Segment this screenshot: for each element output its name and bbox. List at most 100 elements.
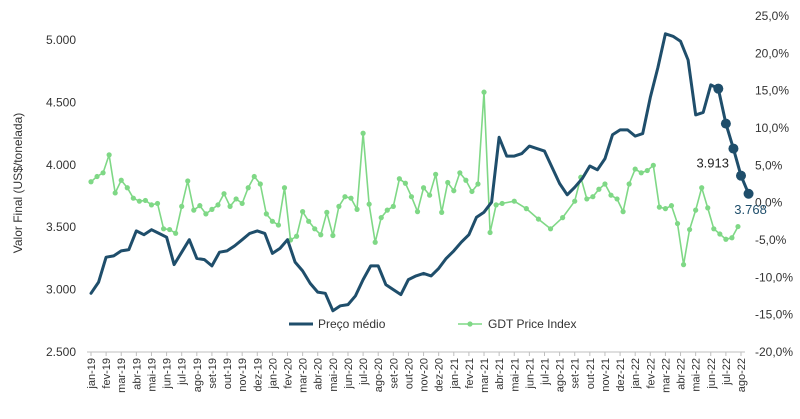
- data-point-gdt-price-index: [354, 206, 360, 212]
- data-point-gdt-price-index: [306, 218, 312, 224]
- data-point-gdt-price-index: [191, 207, 197, 213]
- data-point-gdt-price-index: [185, 178, 191, 184]
- x-tick-label: jul-19: [177, 358, 189, 386]
- data-point-gdt-price-index: [620, 209, 626, 215]
- data-point-gdt-price-index: [735, 223, 741, 230]
- y-tick-label-left: 3.000: [46, 283, 76, 297]
- x-tick-label: mai-21: [509, 358, 521, 392]
- data-point-gdt-price-index: [160, 226, 167, 232]
- x-tick-label: jul-21: [539, 358, 551, 386]
- x-tick-label: mar-22: [660, 358, 672, 393]
- data-point-gdt-price-index: [511, 198, 517, 204]
- data-point-gdt-price-index: [203, 211, 209, 217]
- x-tick-label: out-19: [222, 358, 234, 389]
- x-tick-label: jun-22: [706, 358, 718, 390]
- data-point-gdt-price-index: [360, 130, 366, 136]
- data-point-gdt-price-index: [300, 209, 306, 215]
- x-tick-label: jan-21: [449, 358, 461, 390]
- data-point-gdt-price-index: [608, 192, 614, 198]
- data-point-gdt-price-index: [257, 181, 263, 187]
- series-layer: [88, 32, 754, 313]
- data-point-gdt-price-index: [729, 235, 735, 241]
- x-tick-label: dez-20: [434, 358, 446, 392]
- annotation-value: 3.768: [734, 202, 767, 217]
- x-tick-label: jan-19: [86, 358, 98, 390]
- data-point-gdt-price-index: [215, 202, 221, 208]
- data-point-gdt-price-index: [584, 196, 590, 202]
- x-tick-label: fev-22: [645, 358, 657, 389]
- data-point-gdt-price-index: [427, 192, 433, 198]
- data-point-gdt-price-index: [154, 200, 161, 207]
- y-tick-label-right: 25,0%: [755, 9, 789, 23]
- data-point-gdt-price-index: [523, 206, 529, 212]
- data-point-gdt-price-index: [209, 206, 215, 212]
- data-point-gdt-price-index: [221, 191, 227, 197]
- x-tick-label: set-19: [207, 358, 219, 389]
- data-point-gdt-price-index: [420, 185, 427, 191]
- x-tick-label: mar-19: [116, 358, 128, 393]
- y-tick-label-right: -15,0%: [755, 308, 793, 322]
- data-point-gdt-price-index: [148, 202, 155, 208]
- data-point-gdt-price-index: [656, 204, 662, 210]
- data-point-gdt-price-index: [632, 166, 638, 172]
- data-point-gdt-price-index: [275, 222, 282, 228]
- x-tick-label: mai-20: [328, 358, 340, 392]
- x-tick-label: nov-21: [600, 358, 612, 392]
- y-tick-label-right: 0,0%: [755, 196, 783, 210]
- data-point-gdt-price-index: [106, 152, 112, 158]
- data-point-gdt-price-index: [662, 206, 669, 212]
- data-point-gdt-price-index: [118, 177, 124, 183]
- y-tick-label-right: -10,0%: [755, 270, 793, 284]
- legend: Preço médio GDT Price Index: [289, 317, 576, 331]
- x-tick-label: ago-22: [736, 358, 748, 392]
- x-tick-label: mai-19: [146, 358, 158, 392]
- data-point-gdt-price-index: [626, 181, 632, 187]
- data-point-gdt-price-index: [324, 209, 330, 215]
- y-tick-label-right: -5,0%: [755, 233, 787, 247]
- data-point-gdt-price-index: [269, 218, 275, 224]
- data-point-gdt-price-index: [100, 170, 106, 176]
- data-point-gdt-price-index: [487, 229, 493, 236]
- annotation-value: 3.913: [696, 156, 729, 171]
- data-point-gdt-price-index: [124, 185, 130, 191]
- y-tick-label-left: 4.000: [46, 158, 76, 172]
- data-point-gdt-price-index: [179, 203, 185, 209]
- x-tick-label: out-20: [403, 358, 415, 389]
- x-tick-label: out-21: [585, 358, 597, 389]
- data-point-gdt-price-index: [384, 207, 390, 213]
- data-point-gdt-price-index: [396, 176, 402, 182]
- x-tick-label: fev-19: [101, 358, 113, 389]
- data-point-gdt-price-index: [535, 216, 542, 222]
- y-tick-label-left: 2.500: [46, 345, 76, 359]
- data-point-gdt-price-index: [687, 226, 693, 233]
- x-tick-label: nov-20: [419, 358, 431, 392]
- data-point-gdt-price-index: [336, 203, 342, 209]
- data-point-gdt-price-index: [372, 239, 378, 245]
- data-point-gdt-price-index: [342, 194, 348, 200]
- x-tick-label: jan-20: [267, 358, 279, 390]
- x-tick-label: mai-22: [691, 358, 703, 392]
- data-point-gdt-price-index: [457, 170, 463, 176]
- x-tick-label: jun-19: [162, 358, 174, 390]
- x-tick-label: jun-20: [343, 358, 355, 390]
- y-axis-title-left: Valor Final (US$/tonelada): [11, 113, 25, 254]
- data-point-gdt-price-index: [705, 205, 711, 211]
- data-point-gdt-price-index: [136, 198, 142, 204]
- data-point-gdt-price-index: [481, 89, 487, 95]
- data-point-gdt-price-index: [245, 185, 251, 191]
- y-tick-label-right: 20,0%: [755, 46, 789, 60]
- x-tick-label: fev-21: [464, 358, 476, 389]
- data-point-gdt-price-index: [680, 262, 687, 268]
- data-point-gdt-price-index: [439, 209, 445, 215]
- x-tick-label: ago-20: [373, 358, 385, 392]
- data-point-gdt-price-index: [668, 203, 675, 209]
- legend-label: GDT Price Index: [488, 317, 576, 331]
- series-line-preco-medio: [89, 32, 720, 313]
- y-tick-label-left: 5.000: [46, 33, 76, 47]
- data-point-gdt-price-index: [197, 203, 203, 209]
- data-point-gdt-price-index: [638, 170, 644, 176]
- x-tick-label: jun-21: [524, 358, 536, 390]
- x-tick-label: fev-20: [283, 358, 295, 389]
- data-point-preco-medio: [743, 188, 754, 199]
